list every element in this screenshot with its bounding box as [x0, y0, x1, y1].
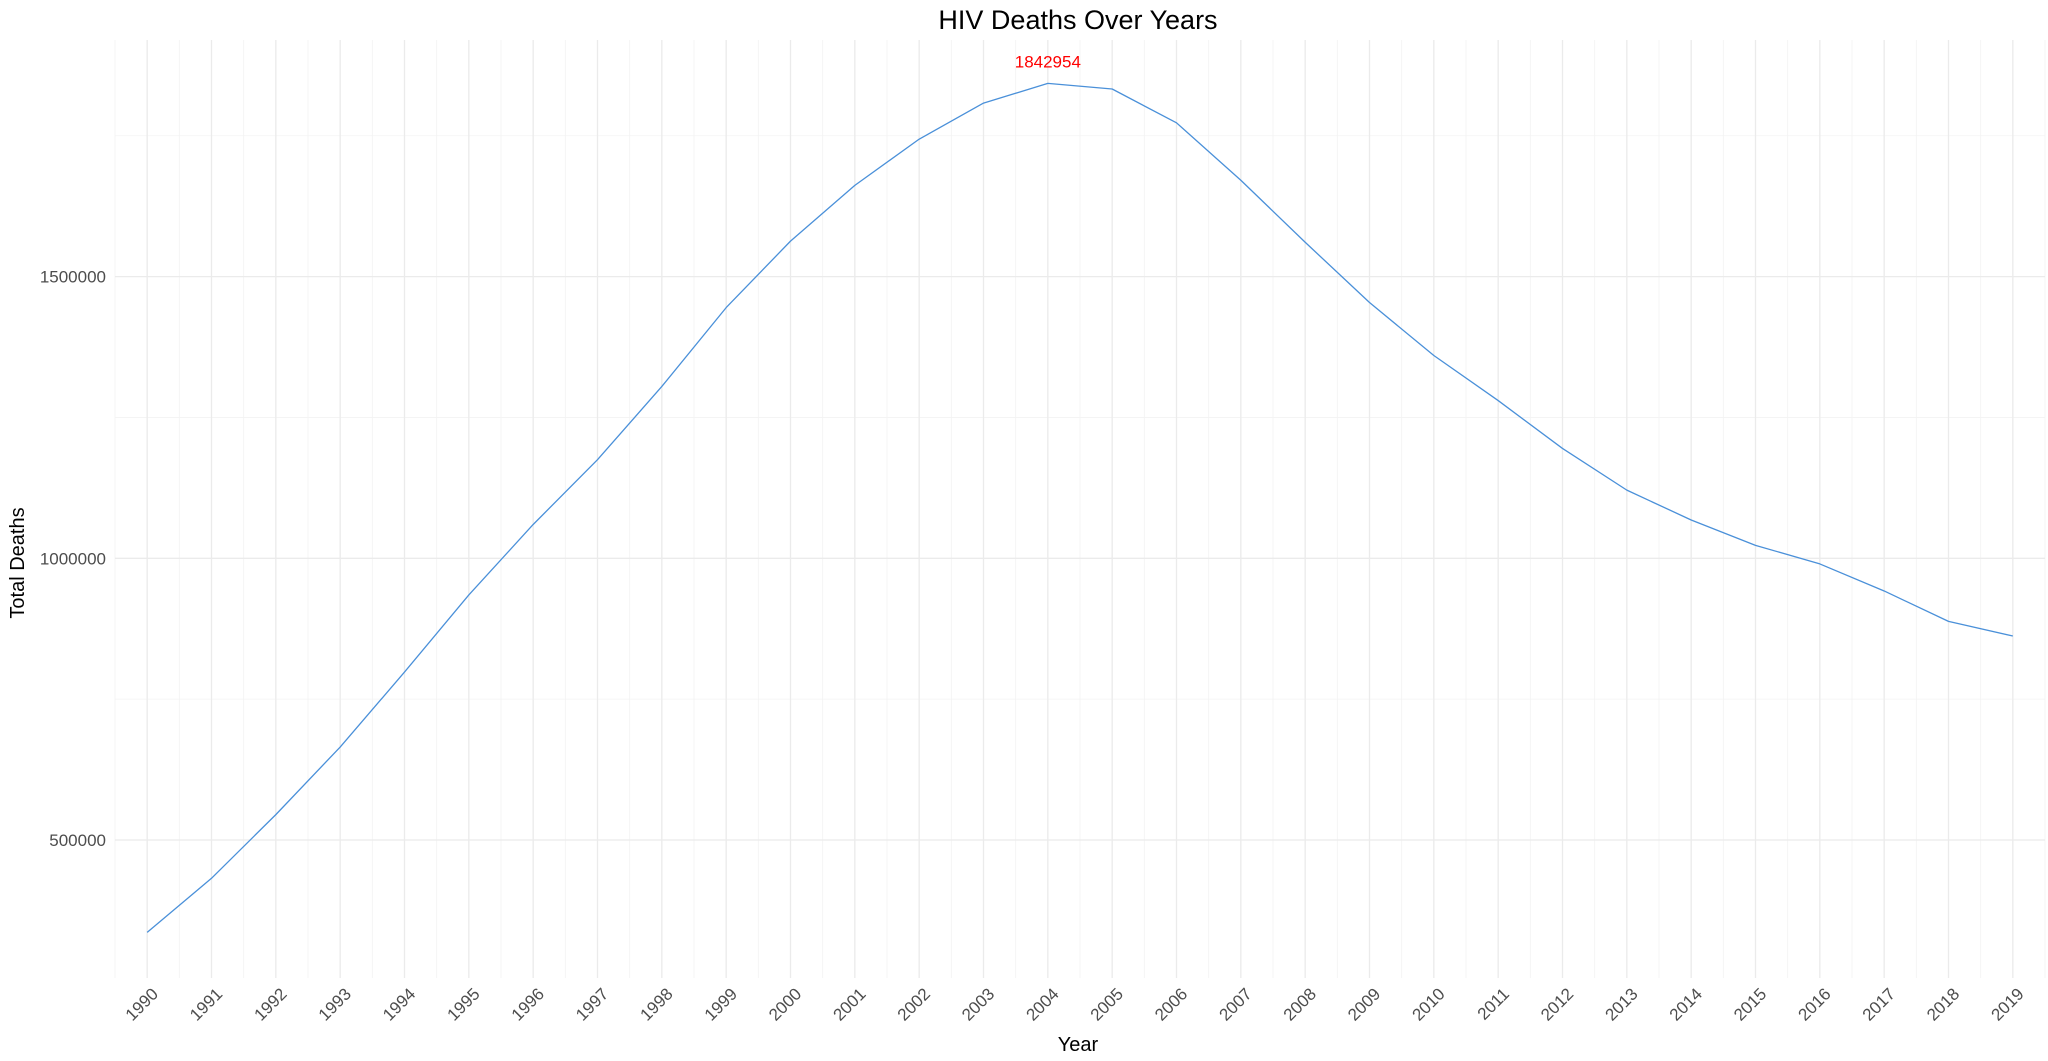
x-tick-label: 2004: [1022, 984, 1062, 1024]
chart-title: HIV Deaths Over Years: [938, 5, 1217, 35]
x-tick-label: 2007: [1215, 984, 1255, 1024]
series-line-0: [146, 82, 2013, 933]
x-tick-label: 1997: [572, 984, 612, 1024]
y-tick-label: 1500000: [40, 268, 106, 287]
x-tick-label: 1999: [701, 984, 741, 1024]
x-tick-label: 2015: [1730, 984, 1770, 1024]
x-tick-label: 2008: [1280, 984, 1320, 1024]
x-tick-label: 2001: [829, 984, 869, 1024]
x-tick-label: 2019: [1987, 984, 2027, 1024]
x-tick-label: 1995: [443, 984, 483, 1024]
x-axis-title: Year: [1058, 1034, 1099, 1056]
y-tick-label: 500000: [49, 831, 106, 850]
x-tick-label: 2006: [1151, 984, 1191, 1024]
x-tick-label: 2016: [1794, 984, 1834, 1024]
series-line-group: [146, 82, 2013, 933]
x-tick-label: 2003: [958, 984, 998, 1024]
x-tick-label: 2014: [1666, 984, 1706, 1024]
x-tick-label: 1990: [122, 984, 162, 1024]
x-tick-label: 2005: [1087, 984, 1127, 1024]
y-axis-tick-labels: 500000 1000000 1500000: [40, 268, 106, 850]
y-tick-label: 1000000: [40, 549, 106, 568]
x-tick-label: 2012: [1537, 984, 1577, 1024]
x-tick-label: 2017: [1859, 984, 1899, 1024]
x-axis-tick-labels: 1990 1991 1992 1993 1994 1995 1996 1997 1998 1999…: [122, 984, 2028, 1024]
grid-lines: [114, 40, 2046, 978]
x-tick-label: 2002: [894, 984, 934, 1024]
x-tick-label: 1992: [250, 984, 290, 1024]
y-axis-title: Total Deaths: [7, 507, 29, 618]
x-tick-label: 2018: [1923, 984, 1963, 1024]
x-tick-label: 1998: [636, 984, 676, 1024]
x-tick-label: 2009: [1344, 984, 1384, 1024]
peak-value-annotation: 1842954: [1015, 52, 1081, 71]
x-tick-label: 2000: [765, 984, 805, 1024]
x-tick-label: 1991: [186, 984, 226, 1024]
x-tick-label: 1994: [379, 984, 419, 1024]
x-tick-label: 2011: [1474, 984, 1513, 1023]
x-tick-label: 1993: [315, 984, 355, 1024]
x-tick-label: 2013: [1601, 984, 1641, 1024]
x-tick-label: 2010: [1408, 984, 1448, 1024]
x-tick-label: 1996: [508, 984, 548, 1024]
